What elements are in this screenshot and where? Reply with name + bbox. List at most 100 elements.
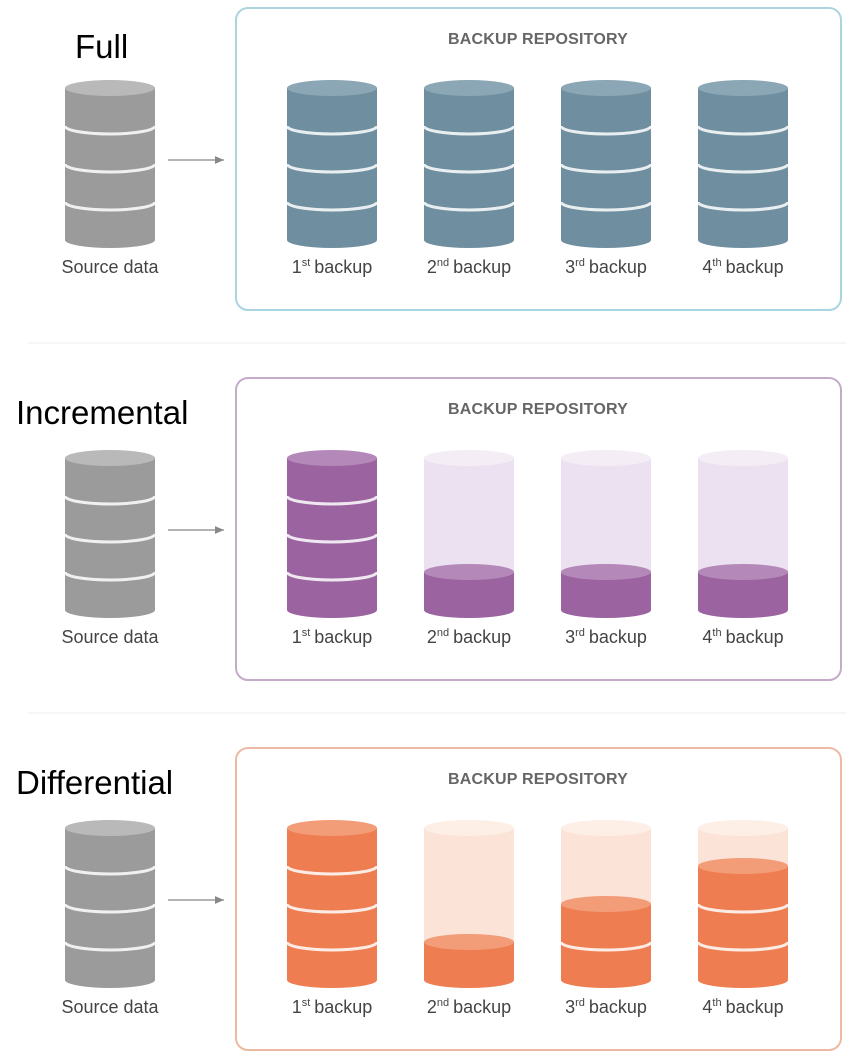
cylinder-stripe — [63, 941, 157, 952]
cylinder-top — [65, 450, 155, 466]
backup-label: 3rd backup — [565, 257, 647, 277]
cylinder-stripe — [63, 571, 157, 582]
cylinder-body — [65, 828, 155, 980]
backup-text: backup — [453, 257, 511, 277]
cylinder-stripe — [559, 201, 653, 212]
cylinder-top — [65, 80, 155, 96]
cylinder-body — [424, 88, 514, 240]
cylinder-ghost-top — [698, 820, 788, 836]
backup-number: 4 — [702, 997, 712, 1017]
cylinder-body — [698, 88, 788, 240]
cylinder-top — [698, 564, 788, 580]
cylinder-stripe — [285, 125, 379, 136]
backup-section: Incremental Source data BACKUP REPOSITORY 1… — [16, 342, 846, 681]
source-label: Source data — [61, 997, 159, 1017]
cylinder-stripe — [422, 201, 516, 212]
cylinder-stripe — [63, 163, 157, 174]
backup-suffix: nd — [437, 257, 449, 269]
backup-number: 2 — [427, 997, 437, 1017]
cylinder-stripe — [285, 201, 379, 212]
cylinder-body — [65, 458, 155, 610]
cylinder-stripe — [285, 495, 379, 506]
cylinder-stripe — [285, 533, 379, 544]
cylinder-stripe — [285, 163, 379, 174]
repository-title: BACKUP REPOSITORY — [448, 771, 628, 788]
backup-label: 2nd backup — [427, 257, 511, 277]
backup-number: 2 — [427, 257, 437, 277]
cylinder-stripe — [63, 903, 157, 914]
backup-section: Differential Source data BACKUP REPOSITORY… — [16, 712, 846, 1051]
section-title: Full — [75, 28, 128, 65]
repository-title: BACKUP REPOSITORY — [448, 401, 628, 418]
cylinder-stripe — [696, 125, 790, 136]
source-label: Source data — [61, 257, 159, 277]
backup-label: 2nd backup — [427, 627, 511, 647]
cylinder-stripe — [285, 941, 379, 952]
cylinder-stripe — [559, 125, 653, 136]
cylinder-stripe — [63, 533, 157, 544]
section-title: Differential — [16, 764, 173, 801]
source-label: Source data — [61, 627, 159, 647]
backup-text: backup — [726, 257, 784, 277]
backup-label: 1st backup — [292, 997, 373, 1017]
backup-number: 1 — [292, 257, 302, 277]
cylinder-stripe — [559, 163, 653, 174]
backup-text: backup — [589, 997, 647, 1017]
cylinder-stripe — [63, 201, 157, 212]
cylinder-ghost-top — [561, 820, 651, 836]
backup-text: backup — [589, 627, 647, 647]
cylinder-ghost-top — [698, 450, 788, 466]
cylinder-stripe — [285, 903, 379, 914]
backup-text: backup — [314, 997, 372, 1017]
backup-suffix: th — [712, 627, 721, 639]
cylinder-body — [561, 904, 651, 980]
backup-text: backup — [453, 627, 511, 647]
backup-text: backup — [453, 997, 511, 1017]
backup-suffix: nd — [437, 627, 449, 639]
cylinder-stripe — [63, 865, 157, 876]
backup-label: 3rd backup — [565, 627, 647, 647]
backup-suffix: nd — [437, 997, 449, 1009]
cylinder-ghost-top — [424, 450, 514, 466]
backup-number: 4 — [702, 627, 712, 647]
backup-label: 4th backup — [702, 257, 783, 277]
cylinder-stripe — [422, 163, 516, 174]
cylinder-stripe — [285, 865, 379, 876]
cylinder-body — [65, 88, 155, 240]
cylinder-top — [287, 820, 377, 836]
backup-suffix: th — [712, 997, 721, 1009]
cylinder-body — [698, 866, 788, 980]
backup-suffix: rd — [575, 997, 585, 1009]
repository-box — [235, 7, 842, 311]
cylinder-stripe — [696, 941, 790, 952]
backup-suffix: st — [302, 997, 311, 1009]
cylinder-top — [424, 934, 514, 950]
cylinder-top — [287, 450, 377, 466]
backup-label: 4th backup — [702, 997, 783, 1017]
backup-label: 1st backup — [292, 257, 373, 277]
backup-number: 1 — [292, 997, 302, 1017]
cylinder-stripe — [285, 571, 379, 582]
cylinder-body — [561, 88, 651, 240]
cylinder-top — [561, 80, 651, 96]
backup-suffix: rd — [575, 627, 585, 639]
cylinder-top — [698, 858, 788, 874]
cylinder-stripe — [63, 495, 157, 506]
repository-box — [235, 377, 842, 681]
backup-text: backup — [589, 257, 647, 277]
backup-suffix: rd — [575, 257, 585, 269]
cylinder-top — [287, 80, 377, 96]
backup-text: backup — [314, 627, 372, 647]
cylinder-body — [287, 88, 377, 240]
backup-text: backup — [726, 997, 784, 1017]
cylinder-stripe — [63, 125, 157, 136]
cylinder-stripe — [696, 903, 790, 914]
cylinder-ghost-top — [424, 820, 514, 836]
backup-number: 3 — [565, 627, 575, 647]
cylinder-stripe — [696, 163, 790, 174]
backup-number: 3 — [565, 257, 575, 277]
cylinder-body — [287, 458, 377, 610]
backup-label: 4th backup — [702, 627, 783, 647]
